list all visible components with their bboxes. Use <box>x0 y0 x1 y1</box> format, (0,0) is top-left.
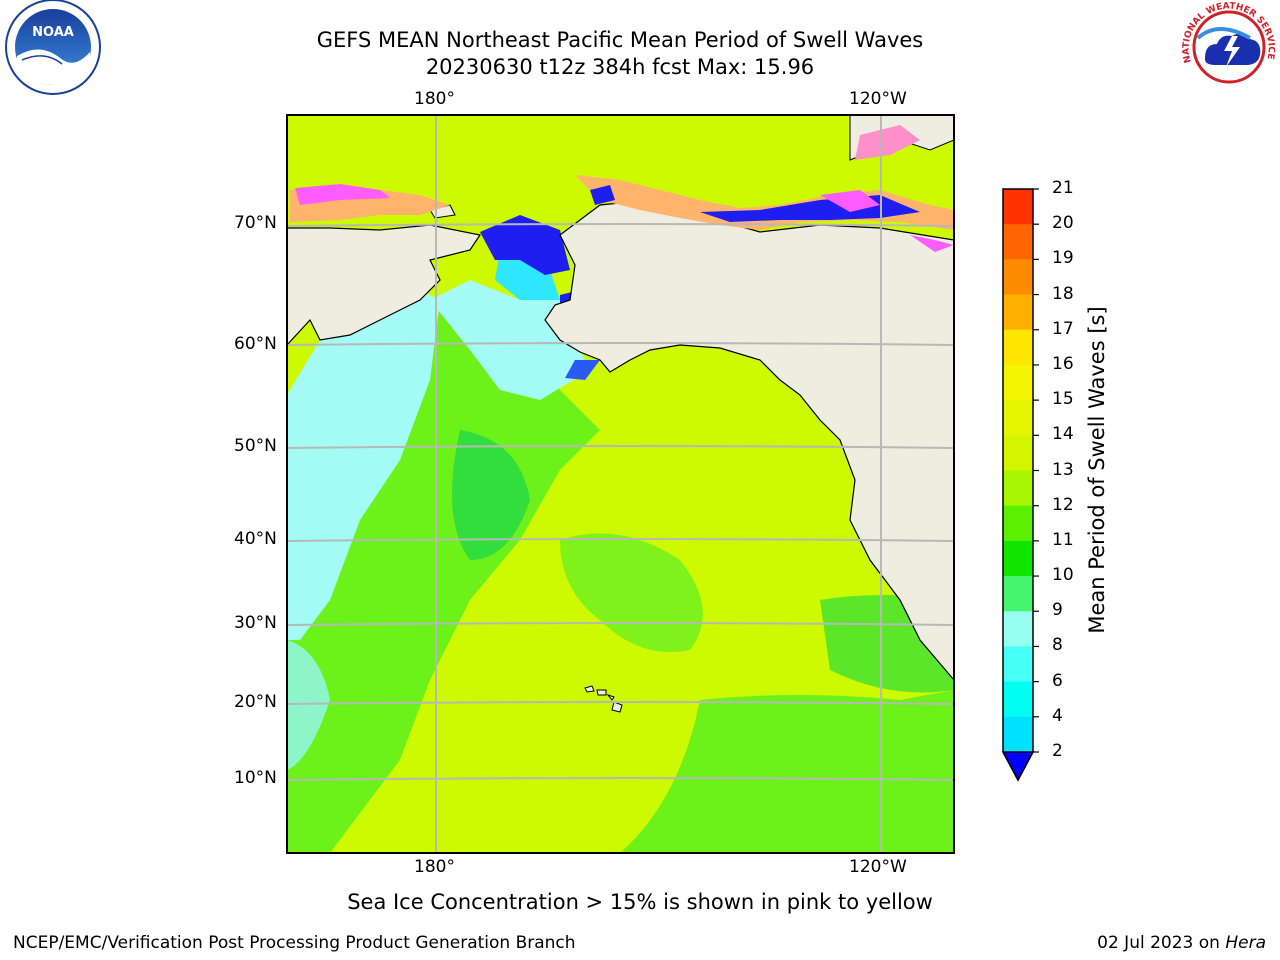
colorbar-segment <box>1003 681 1033 718</box>
colorbar-tick-label: 21 <box>1052 178 1074 198</box>
colorbar-segment <box>1003 576 1033 612</box>
colorbar-segment <box>1003 505 1033 542</box>
colorbar-segment <box>1003 470 1033 507</box>
colorbar-tick-label: 14 <box>1052 424 1074 445</box>
noaa-logo-icon: NOAA <box>5 0 101 95</box>
colorbar <box>1001 188 1039 782</box>
colorbar-segment <box>1003 224 1033 260</box>
lon-label-180-top: 180° <box>414 89 455 109</box>
colorbar-tick-label: 4 <box>1052 705 1063 726</box>
colorbar-segment <box>1003 716 1033 753</box>
colorbar-tick-label: 20 <box>1052 213 1074 234</box>
footer-host: Hera <box>1225 933 1266 953</box>
map-panel <box>287 115 954 853</box>
lat-label-10n: 10°N <box>234 768 277 788</box>
nws-logo-icon: NATIONAL WEATHER SERVICE <box>1182 0 1276 94</box>
hawaii-islands <box>584 685 623 713</box>
colorbar-tick-label: 17 <box>1052 318 1074 339</box>
colorbar-segment <box>1003 259 1033 296</box>
colorbar-tick-label: 8 <box>1052 635 1063 656</box>
colorbar-segment <box>1003 329 1033 366</box>
gridlines <box>287 115 954 853</box>
colorbar-tick-label: 19 <box>1052 248 1074 269</box>
lat-label-20n: 20°N <box>234 692 277 712</box>
lon-label-120w-bottom: 120°W <box>849 857 907 877</box>
colorbar-tick-label: 15 <box>1052 389 1074 410</box>
colorbar-segment <box>1003 646 1033 683</box>
lon-label-180-bottom: 180° <box>414 857 455 877</box>
colorbar-tick-label: 16 <box>1052 353 1074 374</box>
colorbar-segment <box>1003 294 1033 331</box>
colorbar-segment <box>1003 364 1033 401</box>
colorbar-segment <box>1003 400 1033 436</box>
colorbar-segment <box>1003 611 1033 647</box>
lat-label-30n: 30°N <box>234 613 277 633</box>
lat-label-60n: 60°N <box>234 334 277 354</box>
lat-label-50n: 50°N <box>234 436 277 456</box>
colorbar-extend-triangle <box>1001 751 1035 782</box>
colorbar-segment <box>1003 435 1033 471</box>
map-title: GEFS MEAN Northeast Pacific Mean Period … <box>316 28 924 52</box>
lon-label-120w-top: 120°W <box>849 89 907 109</box>
colorbar-tick-label: 2 <box>1052 741 1063 761</box>
lat-label-40n: 40°N <box>234 529 277 549</box>
colorbar-tick-label: 18 <box>1052 283 1074 304</box>
colorbar-tick-label: 6 <box>1052 670 1063 691</box>
colorbar-frame <box>1002 188 1034 782</box>
map-subtitle: 20230630 t12z 384h fcst Max: 15.96 <box>425 55 815 79</box>
map-frame <box>286 114 955 854</box>
colorbar-tick-label: 11 <box>1052 529 1074 550</box>
colorbar-label: Mean Period of Swell Waves [s] <box>1085 306 1109 634</box>
lat-label-70n: 70°N <box>234 213 277 233</box>
siberia-land <box>287 115 481 346</box>
colorbar-tick-label: 9 <box>1052 600 1063 621</box>
colorbar-tick-label: 13 <box>1052 459 1074 480</box>
sea-ice-caption: Sea Ice Concentration > 15% is shown in … <box>347 890 933 914</box>
colorbar-segment <box>1003 540 1033 577</box>
colorbar-tick-label: 12 <box>1052 494 1074 515</box>
colorbar-tick-label: 10 <box>1052 565 1074 586</box>
footer-date: 02 Jul 2023 on Hera <box>1097 933 1266 953</box>
svg-text:NOAA: NOAA <box>32 25 74 40</box>
footer-credit: NCEP/EMC/Verification Post Processing Pr… <box>13 933 576 953</box>
colorbar-segment <box>1003 189 1033 225</box>
